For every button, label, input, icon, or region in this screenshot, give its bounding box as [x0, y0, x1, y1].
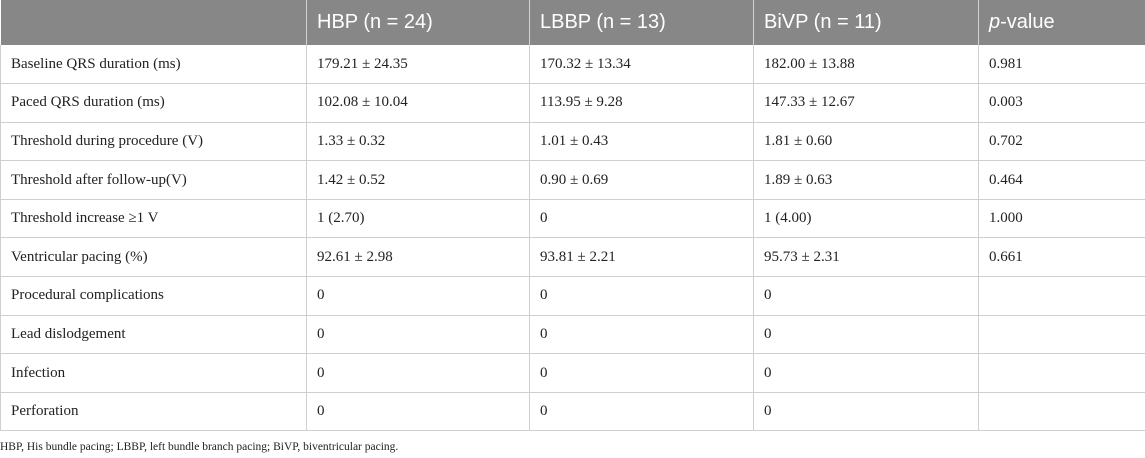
header-cell-bivp: BiVP (n = 11): [753, 0, 979, 45]
cell-bivp-value: 0: [753, 276, 979, 316]
cell-lbbp-value: 0: [529, 353, 754, 393]
cell-p-value: [978, 315, 1145, 355]
cell-hbp-value: 1.33 ± 0.32: [306, 122, 530, 162]
cell-lbbp-value: 170.32 ± 13.34: [529, 45, 754, 85]
cell-p-value: [978, 392, 1145, 432]
cell-row-label: Procedural complications: [0, 276, 307, 316]
table-row: Lead dislodgement 0 0 0: [0, 315, 1145, 355]
p-value-italic: p: [989, 11, 1001, 33]
cell-bivp-value: 0: [753, 353, 979, 393]
cell-bivp-value: 1 (4.00): [753, 199, 979, 239]
cell-hbp-value: 0: [306, 353, 530, 393]
cell-p-value: 0.003: [978, 83, 1145, 123]
cell-p-value: 0.661: [978, 237, 1145, 278]
cell-row-label: Threshold during procedure (V): [0, 122, 307, 162]
cell-hbp-value: 1.42 ± 0.52: [306, 160, 530, 200]
cell-lbbp-value: 1.01 ± 0.43: [529, 122, 754, 162]
header-row: HBP (n = 24) LBBP (n = 13) BiVP (n = 11)…: [0, 0, 1145, 45]
cell-row-label: Threshold increase ≥1 V: [0, 199, 307, 239]
cell-lbbp-value: 0: [529, 315, 754, 355]
cell-bivp-value: 147.33 ± 12.67: [753, 83, 979, 123]
table-row: Threshold during procedure (V) 1.33 ± 0.3…: [0, 122, 1145, 162]
cell-lbbp-value: 0: [529, 199, 754, 239]
cell-p-value: 0.702: [978, 122, 1145, 162]
cell-p-value: [978, 353, 1145, 393]
cell-p-value: 1.000: [978, 199, 1145, 239]
cell-row-label: Baseline QRS duration (ms): [0, 45, 307, 85]
header-cell-lbbp: LBBP (n = 13): [529, 0, 754, 45]
cell-bivp-value: 95.73 ± 2.31: [753, 237, 979, 278]
cell-row-label: Paced QRS duration (ms): [0, 83, 307, 123]
cell-row-label: Threshold after follow-up(V): [0, 160, 307, 200]
cell-row-label: Lead dislodgement: [0, 315, 307, 355]
cell-row-label: Ventricular pacing (%): [0, 237, 307, 278]
cell-hbp-value: 102.08 ± 10.04: [306, 83, 530, 123]
table-footnote: HBP, His bundle pacing; LBBP, left bundl…: [0, 441, 399, 453]
cell-hbp-value: 1 (2.70): [306, 199, 530, 239]
header-cell-hbp: HBP (n = 24): [306, 0, 530, 45]
table-row: Ventricular pacing (%) 92.61 ± 2.98 93.81 …: [0, 237, 1145, 278]
cell-lbbp-value: 0: [529, 276, 754, 316]
table-row: Procedural complications 0 0 0: [0, 276, 1145, 316]
header-cell-p-value: p-value: [978, 0, 1145, 45]
results-table: HBP (n = 24) LBBP (n = 13) BiVP (n = 11)…: [0, 0, 1145, 432]
table-header: HBP (n = 24) LBBP (n = 13) BiVP (n = 11)…: [0, 0, 1145, 45]
cell-hbp-value: 0: [306, 392, 530, 432]
cell-lbbp-value: 93.81 ± 2.21: [529, 237, 754, 278]
cell-hbp-value: 179.21 ± 24.35: [306, 45, 530, 85]
cell-bivp-value: 182.00 ± 13.88: [753, 45, 979, 85]
cell-hbp-value: 0: [306, 315, 530, 355]
cell-bivp-value: 1.89 ± 0.63: [753, 160, 979, 200]
cell-lbbp-value: 0: [529, 392, 754, 432]
table-row: Paced QRS duration (ms) 102.08 ± 10.04 113…: [0, 83, 1145, 123]
p-value-rest: -value: [1000, 11, 1055, 33]
cell-p-value: 0.464: [978, 160, 1145, 200]
cell-p-value: 0.981: [978, 45, 1145, 85]
cell-p-value: [978, 276, 1145, 316]
cell-row-label: Infection: [0, 353, 307, 393]
cell-hbp-value: 0: [306, 276, 530, 316]
table-row: Infection 0 0 0: [0, 353, 1145, 393]
header-cell-empty: [0, 0, 307, 45]
cell-bivp-value: 1.81 ± 0.60: [753, 122, 979, 162]
cell-lbbp-value: 0.90 ± 0.69: [529, 160, 754, 200]
table-row: Threshold after follow-up(V) 1.42 ± 0.52 0…: [0, 160, 1145, 200]
cell-lbbp-value: 113.95 ± 9.28: [529, 83, 754, 123]
table-row: Baseline QRS duration (ms) 179.21 ± 24.35…: [0, 45, 1145, 85]
table-body: Baseline QRS duration (ms) 179.21 ± 24.35…: [0, 45, 1145, 432]
cell-row-label: Perforation: [0, 392, 307, 432]
table-row: Perforation 0 0 0: [0, 392, 1145, 432]
cell-bivp-value: 0: [753, 315, 979, 355]
cell-hbp-value: 92.61 ± 2.98: [306, 237, 530, 278]
cell-bivp-value: 0: [753, 392, 979, 432]
